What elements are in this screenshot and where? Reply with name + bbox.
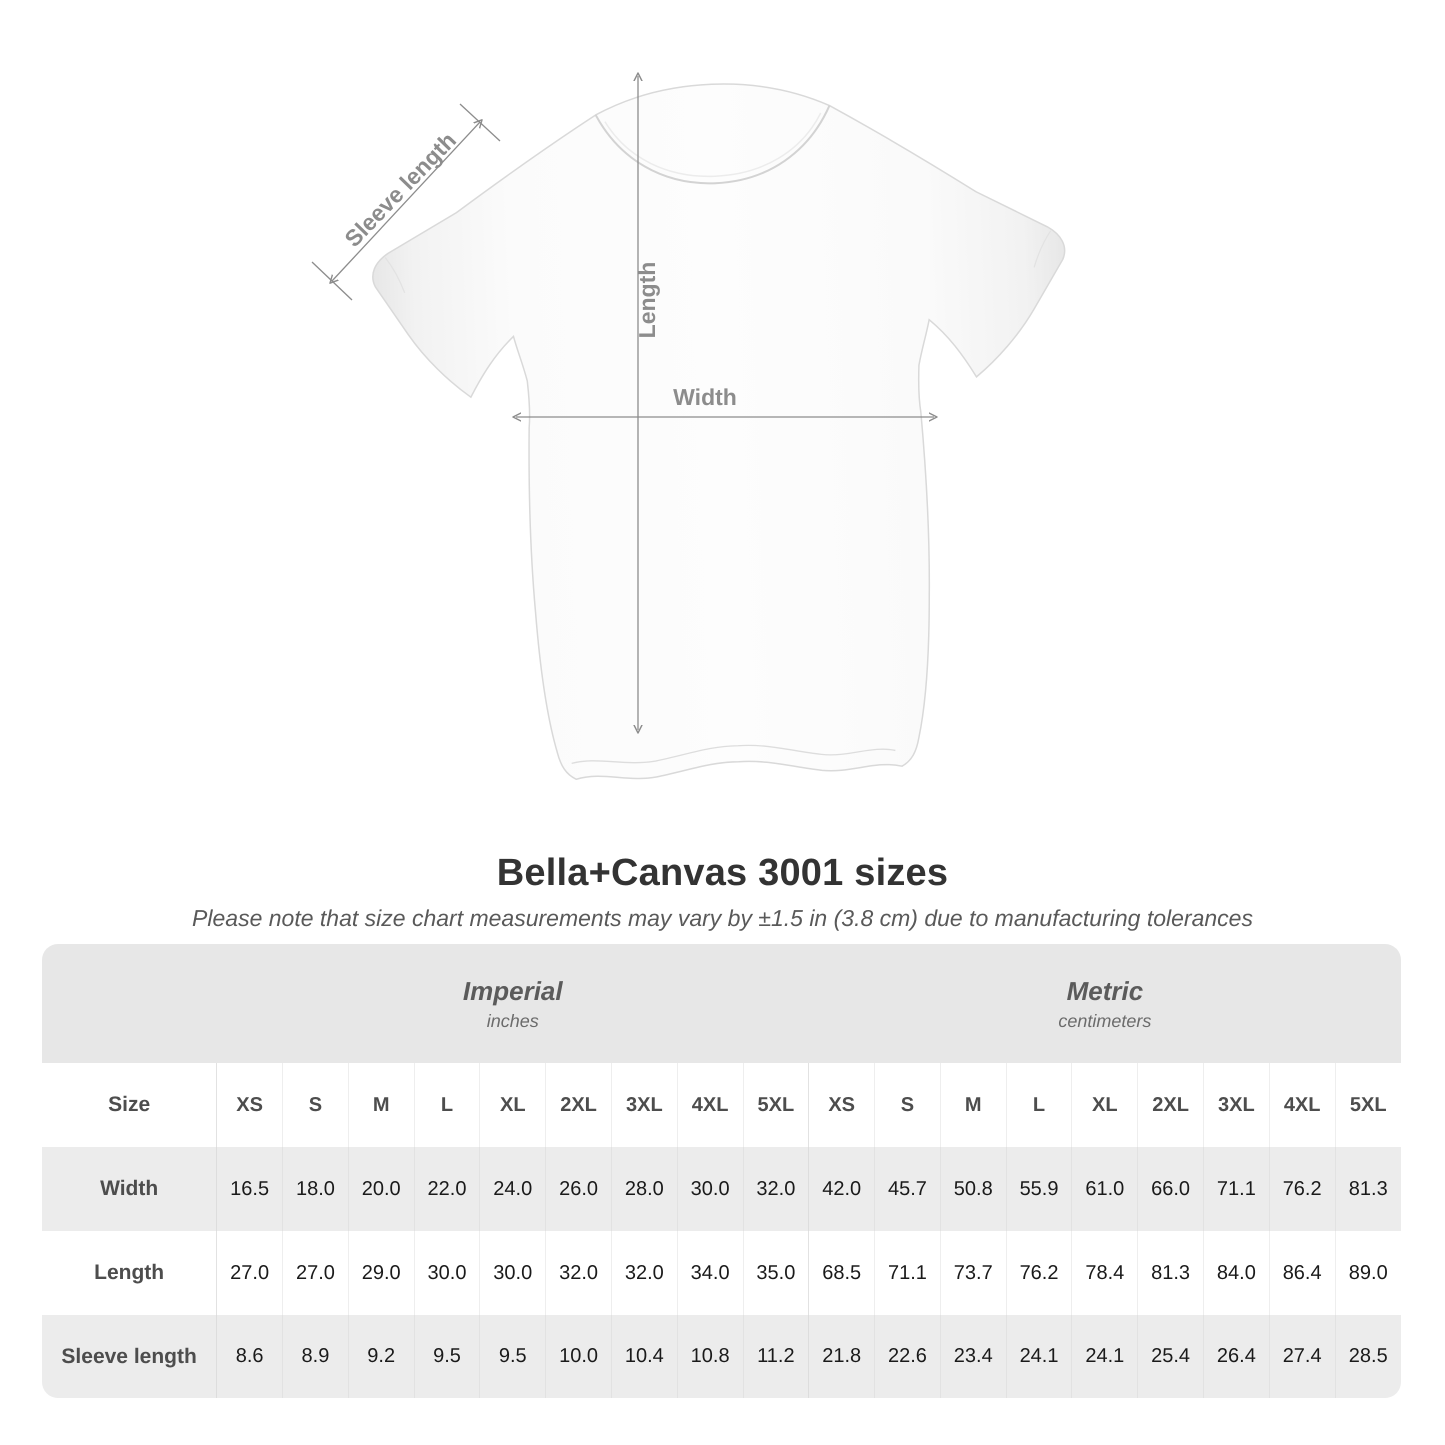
svg-text:Length: Length — [634, 262, 660, 339]
svg-text:Sleeve length: Sleeve length — [339, 127, 461, 252]
svg-text:Width: Width — [673, 384, 737, 410]
